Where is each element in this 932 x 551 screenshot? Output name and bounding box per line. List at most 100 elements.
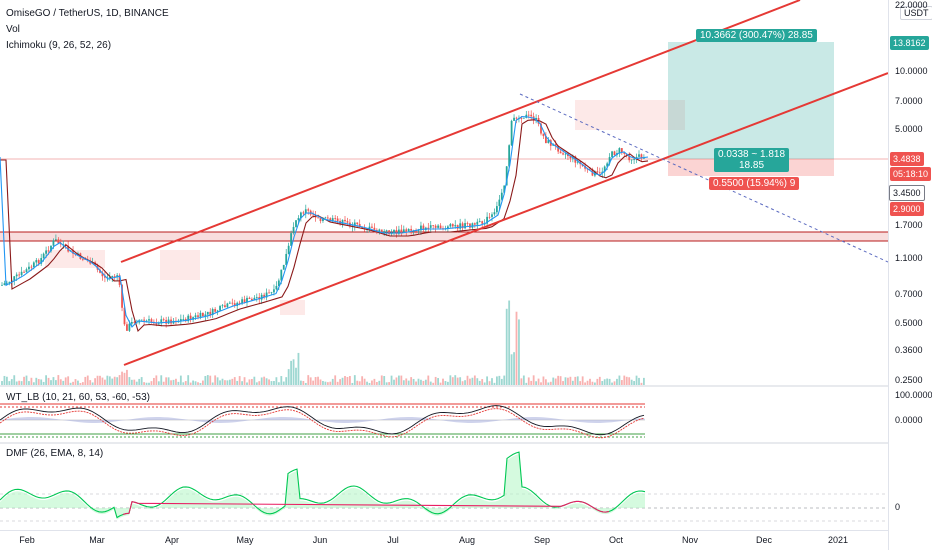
candle-body [194,315,197,318]
candle-body [238,302,241,304]
channel-lower-line[interactable] [123,72,888,366]
time-axis[interactable]: Feb Mar Apr May Jun Jul Aug Sep Oct Nov … [0,530,888,551]
candle-body [130,321,133,324]
candle-body [368,226,371,230]
volume-bar [57,375,60,385]
candle-body [429,225,432,228]
candle-body [121,284,123,308]
price-chart[interactable] [0,0,888,530]
volume-bar [640,382,643,385]
volume-bar [329,381,332,385]
candle-body [277,280,280,286]
candle-body [25,269,28,273]
volume-bar [336,381,339,385]
candle-body [35,260,38,263]
candle-body [410,229,413,231]
volume-bar [10,379,13,385]
volume-bar [216,377,219,385]
candle-body [633,159,635,161]
volume-bar [491,378,493,385]
volume-bar [623,375,626,385]
volume-bar [527,377,530,385]
volume-bar [214,375,217,385]
symbol-legend[interactable]: OmiseGO / TetherUS, 1D, BINANCE [6,8,169,19]
volume-bar [123,372,126,385]
candle-body [189,315,192,320]
channel-upper-line[interactable] [120,0,801,263]
volume-bar [608,378,611,385]
candle-body [128,323,131,331]
wt-tick: 0.0000 [895,415,923,425]
wt-legend[interactable]: WT_LB (10, 21, 60, 53, -60, -53) [6,392,150,403]
volume-bar [500,378,503,385]
volume-bar [192,380,194,385]
volume-bar [253,376,256,385]
volume-bar [99,375,101,385]
volume-bar [552,377,555,385]
volume-bar [233,377,236,385]
volume-bar [601,381,604,385]
volume-bar [540,382,542,385]
volume-bar [162,381,165,385]
candle-body [50,245,52,252]
volume-bar [498,375,501,385]
volume-bar [111,378,114,385]
volume-bar [422,380,425,385]
price-axis[interactable]: USDT 22.0000 10.0000 7.0000 5.0000 1.700… [888,0,932,550]
volume-bar [356,380,359,385]
price-tick: 7.0000 [895,96,923,106]
volume-bar [393,379,395,385]
candle-body [273,289,275,293]
chart-area[interactable]: OmiseGO / TetherUS, 1D, BINANCE Vol Ichi… [0,0,888,530]
dmf-legend[interactable]: DMF (26, EMA, 8, 14) [6,448,104,459]
volume-bar [496,376,498,385]
volume-bar [140,377,143,385]
volume-bar [513,352,515,385]
candle-body [466,223,469,224]
volume-bar [444,381,447,385]
volume-bar [464,380,466,385]
volume-bar [135,381,138,385]
ichimoku-legend[interactable]: Ichimoku (9, 26, 52, 26) [6,40,112,51]
volume-bar [471,377,474,385]
volume-bar [221,378,224,385]
candle-body [432,225,435,227]
volume-bar [280,376,283,385]
candle-body [449,224,452,227]
resistance-zone[interactable] [0,232,888,241]
candle-body [47,250,50,252]
descending-trendline[interactable] [519,93,888,263]
volume-bar [466,375,469,385]
tenkan-line [0,116,649,328]
bar-countdown-tag: 05:18:10 [890,167,932,181]
volume-bar [179,375,182,385]
candle-body [145,320,148,322]
ichimoku-cloud [280,300,305,315]
target-price-tag: 13.8162 [890,36,929,50]
ichimoku-cloud [575,100,685,130]
candle-body [246,297,248,303]
volume-bar [635,375,638,385]
volume-bar [108,376,111,385]
target-zone[interactable] [668,42,834,159]
volume-bar [197,382,199,385]
candle-body [295,220,297,227]
time-tick: Jun [312,535,328,545]
candle-body [255,297,258,298]
volume-bar [312,380,315,385]
candle-body [270,292,273,294]
candle-body [233,303,236,307]
candle-body [162,319,165,321]
volume-bar [383,376,386,385]
volume-bar [226,380,229,385]
currency-label[interactable]: USDT [900,6,932,20]
volume-bar [145,382,148,385]
candle-body [1,284,3,286]
volume-bar [292,359,295,385]
volume-legend[interactable]: Vol [6,24,20,35]
volume-bar [189,382,192,385]
entry-price-tag: 3.4500 [889,185,925,201]
candle-body [30,266,33,268]
volume-bar [554,378,557,385]
volume-bar [571,380,574,385]
